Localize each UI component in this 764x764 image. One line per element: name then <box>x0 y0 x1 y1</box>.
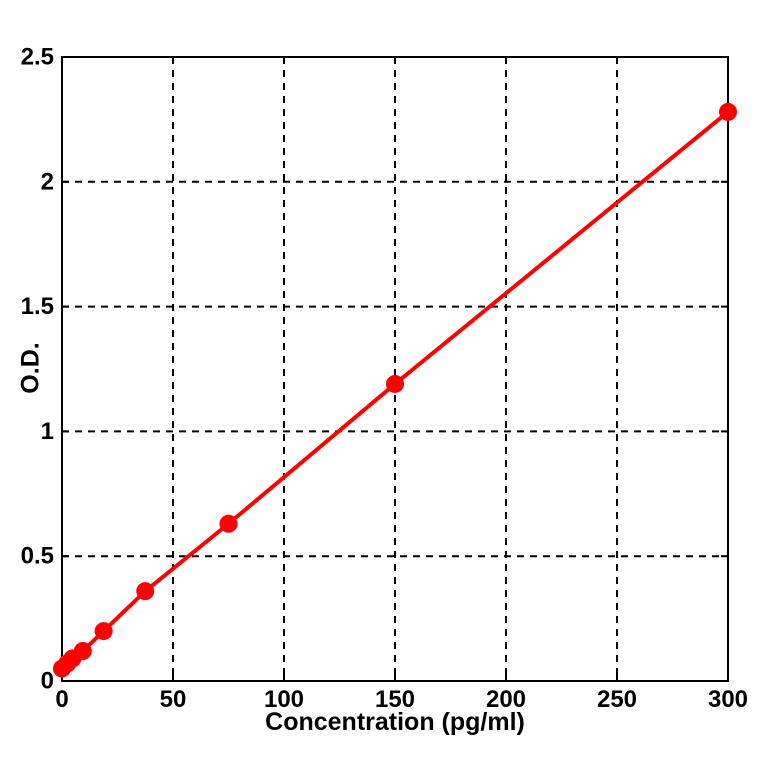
data-point-marker-4 <box>94 622 113 641</box>
y-tick-label-0.5: 0.5 <box>21 543 54 570</box>
data-point-marker-5 <box>136 582 155 601</box>
x-tick-label-150: 150 <box>375 686 415 713</box>
data-point-marker-7 <box>386 374 404 393</box>
x-tick-label-200: 200 <box>486 686 526 713</box>
x-axis-label: Concentration (pg/ml) <box>265 708 525 736</box>
data-point-marker-6 <box>219 514 238 533</box>
x-tick-label-50: 50 <box>160 686 187 713</box>
data-point-marker-8 <box>719 102 737 121</box>
y-tick-label-2: 2 <box>41 168 54 195</box>
x-tick-label-300: 300 <box>708 686 748 713</box>
x-tick-label-100: 100 <box>264 686 304 713</box>
y-tick-label-1: 1 <box>41 418 54 445</box>
y-tick-label-1.5: 1.5 <box>21 293 54 320</box>
data-point-marker-3 <box>73 642 92 661</box>
y-tick-label-0: 0 <box>41 668 54 695</box>
x-tick-label-250: 250 <box>597 686 637 713</box>
y-axis-label: O.D. <box>16 342 45 394</box>
plot-border <box>61 56 729 682</box>
y-tick-label-2.5: 2.5 <box>21 44 54 71</box>
x-tick-label-0: 0 <box>55 686 68 713</box>
